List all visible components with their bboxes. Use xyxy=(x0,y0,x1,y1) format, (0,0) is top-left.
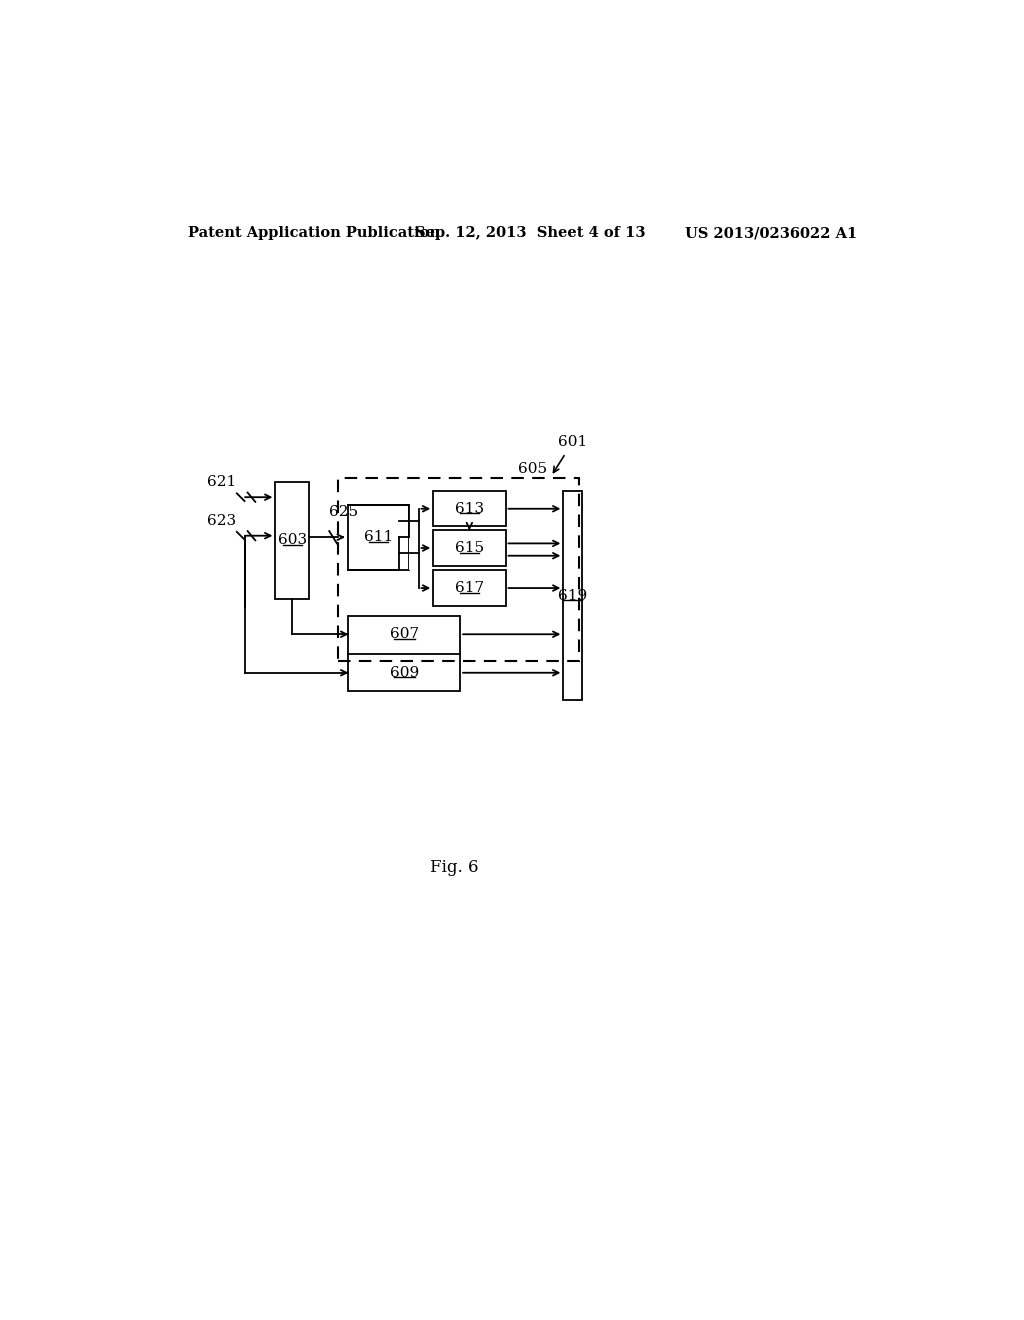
Text: 615: 615 xyxy=(455,541,484,554)
Bar xyxy=(433,570,506,606)
Text: 603: 603 xyxy=(278,533,307,548)
Text: 625: 625 xyxy=(330,504,358,519)
Bar xyxy=(275,482,309,599)
Bar xyxy=(348,615,460,692)
Text: 609: 609 xyxy=(390,665,419,680)
Bar xyxy=(563,491,582,701)
Text: 605: 605 xyxy=(518,462,547,475)
Bar xyxy=(433,531,506,566)
Text: 613: 613 xyxy=(455,502,484,516)
Text: 611: 611 xyxy=(364,531,393,544)
Bar xyxy=(339,478,579,661)
Text: 621: 621 xyxy=(207,475,237,490)
Text: 601: 601 xyxy=(558,436,587,449)
Text: Sep. 12, 2013  Sheet 4 of 13: Sep. 12, 2013 Sheet 4 of 13 xyxy=(416,226,646,240)
Text: 607: 607 xyxy=(390,627,419,642)
Text: 617: 617 xyxy=(455,581,484,595)
Text: 623: 623 xyxy=(207,513,237,528)
Text: US 2013/0236022 A1: US 2013/0236022 A1 xyxy=(685,226,857,240)
Text: Fig. 6: Fig. 6 xyxy=(430,859,478,876)
Bar xyxy=(348,506,410,570)
Bar xyxy=(433,491,506,527)
Text: 619: 619 xyxy=(558,589,587,603)
Bar xyxy=(409,506,411,570)
Text: Patent Application Publication: Patent Application Publication xyxy=(188,226,440,240)
